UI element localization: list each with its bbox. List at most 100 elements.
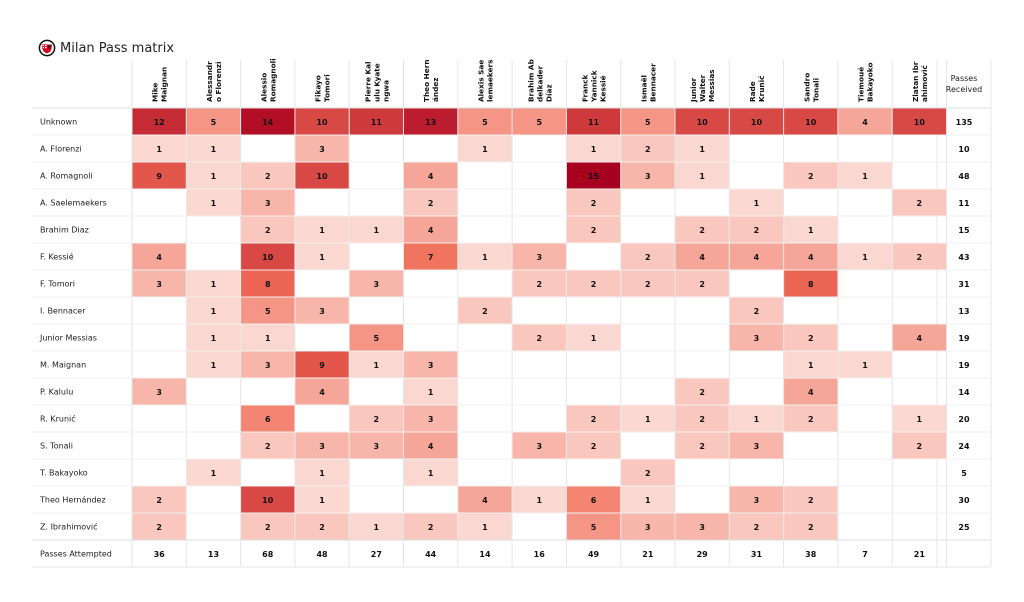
column-header: Fikayo Tomori: [314, 74, 332, 102]
column-header-line: Tiemoué: [857, 67, 866, 102]
heatmap-cell: [295, 135, 349, 162]
cell-value: 11: [588, 118, 600, 127]
heatmap-cell: [838, 351, 892, 378]
heatmap-cell: [729, 486, 784, 513]
row-total: 25: [958, 523, 970, 532]
heatmap-cells: [132, 108, 946, 540]
cell-value: 5: [645, 118, 651, 127]
cell-value: 2: [591, 280, 597, 289]
heatmap-cell: [566, 270, 621, 297]
heatmap-cell: [295, 432, 349, 459]
heatmap-cell: [621, 108, 675, 135]
cell-value: 2: [482, 307, 488, 316]
heatmap-cell: [186, 162, 241, 189]
cell-value: 5: [265, 307, 271, 316]
heatmap-cell: [892, 324, 946, 351]
column-header-line: Bennacer: [648, 63, 657, 102]
heatmap-cell: [784, 108, 838, 135]
heatmap-cell: [241, 351, 295, 378]
column-header-line: Zlatan Ibr: [911, 61, 920, 102]
cell-value: 3: [428, 415, 434, 424]
cell-value: 2: [536, 280, 542, 289]
heatmap-cell: [784, 351, 838, 378]
heatmap-cell: [675, 243, 729, 270]
heatmap-cell: [838, 108, 892, 135]
column-header-line: Franck: [581, 74, 590, 102]
heatmap-cell: [241, 216, 295, 243]
cell-value: 1: [211, 145, 217, 154]
row-total: 13: [958, 307, 969, 316]
cell-value: 14: [262, 118, 274, 127]
heatmap-cell: [241, 486, 295, 513]
heatmap-cell: [729, 243, 784, 270]
column-header: Brahim Ab delkader Díaz: [526, 59, 553, 102]
heatmap-cell: [241, 270, 295, 297]
heatmap-cell: [241, 297, 295, 324]
heatmap-cell: [458, 513, 512, 540]
cell-value: 5: [536, 118, 542, 127]
heatmap-cell: [186, 459, 241, 486]
heatmap-cell: [729, 432, 784, 459]
heatmap-cell: [729, 513, 784, 540]
row-label: Junior Messias: [39, 334, 97, 343]
cell-value: 3: [428, 361, 434, 370]
heatmap-cell: [458, 243, 512, 270]
column-header-line: Brahim Ab: [526, 59, 535, 102]
cell-value: 1: [699, 172, 705, 181]
heatmap-cell: [241, 189, 295, 216]
heatmap-cell: [404, 432, 458, 459]
row-label: Unknown: [40, 118, 77, 127]
heatmap-cell: [241, 432, 295, 459]
cell-value: 8: [265, 280, 271, 289]
column-header-line: Díaz: [544, 84, 553, 102]
page-title: Milan Pass matrix: [60, 40, 175, 56]
row-label: T. Bakayoko: [39, 469, 88, 478]
heatmap-cell: [892, 108, 946, 135]
cell-value: 4: [808, 388, 814, 397]
heatmap-cell: [186, 297, 241, 324]
heatmap-cell: [241, 243, 295, 270]
column-header: Zlatan Ibr ahimović: [911, 61, 929, 102]
column-total: 31: [751, 550, 763, 559]
column-header-line: Rade: [748, 81, 757, 102]
column-header-line: Fikayo: [314, 75, 323, 102]
cell-value: 2: [374, 415, 380, 424]
row-total: 10: [958, 145, 970, 154]
cell-value: 2: [428, 523, 434, 532]
column-header: Pierre Kal ulu Kyate ngwa: [363, 61, 390, 102]
cell-value: 1: [754, 415, 760, 424]
column-header-line: Bakayoko: [866, 63, 875, 102]
column-header-line: Tomori: [323, 74, 332, 102]
title-area: Milan Pass matrix: [38, 38, 174, 58]
row-label: A. Romagnoli: [40, 172, 93, 181]
heatmap-cell: [132, 378, 186, 405]
column-header-line: Ismaël: [639, 75, 648, 102]
column-total: 14: [479, 550, 491, 559]
column-header: Theo Hern ández: [422, 59, 440, 102]
cell-value: 1: [862, 361, 868, 370]
cell-value: 1: [428, 469, 434, 478]
row-label: M. Maignan: [40, 361, 86, 370]
heatmap-cell: [295, 513, 349, 540]
cell-value: 6: [591, 496, 597, 505]
heatmap-cell: [349, 108, 403, 135]
cell-value: 4: [699, 253, 705, 262]
heatmap-cell: [729, 108, 784, 135]
heatmap-cell: [186, 135, 241, 162]
heatmap-cell: [132, 513, 186, 540]
cell-value: 1: [211, 361, 217, 370]
heatmap-cell: [295, 486, 349, 513]
heatmap-cell: [675, 270, 729, 297]
column-header-line: o Florenzi: [214, 61, 223, 102]
cell-value: 2: [917, 442, 923, 451]
cell-value: 10: [316, 172, 328, 181]
heatmap-cell: [675, 432, 729, 459]
cell-value: 2: [917, 253, 923, 262]
heatmap-cell: [512, 324, 566, 351]
heatmap-cell: [186, 270, 241, 297]
cell-value: 5: [374, 334, 380, 343]
row-total: 48: [958, 172, 970, 181]
heatmap-cell: [186, 189, 241, 216]
column-header: Sandro Tonali: [802, 73, 820, 102]
